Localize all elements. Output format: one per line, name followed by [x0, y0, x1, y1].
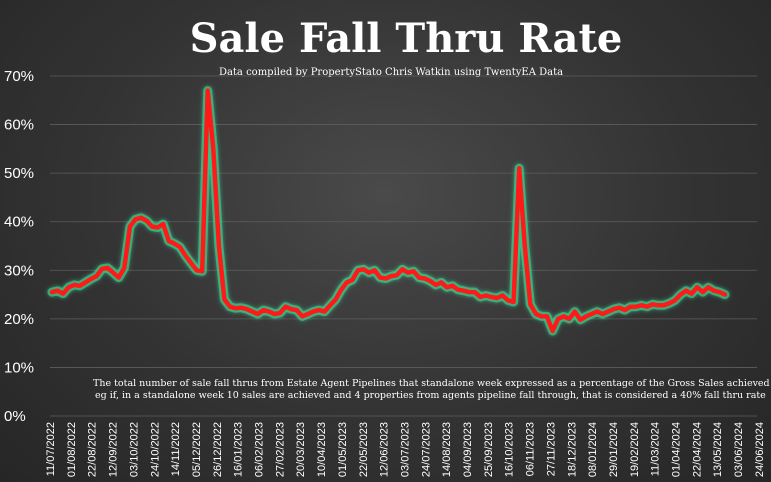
x-tick-label: 06/11/2023: [525, 422, 537, 476]
y-tick-label: 50%: [4, 165, 34, 182]
x-tick-label: 10/04/2023: [316, 422, 328, 477]
x-tick-label: 16/10/2023: [504, 422, 516, 477]
x-tick-label: 11/03/2024: [650, 422, 662, 476]
y-tick-label: 70%: [4, 68, 34, 85]
y-axis: 0% 10% 20% 30% 40% 50% 60% 70%: [4, 68, 34, 425]
x-tick-label: 12/09/2022: [108, 422, 120, 477]
series-glow: [47, 86, 730, 336]
note-line-2: eg if, in a standalone week 10 sales are…: [95, 390, 766, 401]
x-tick-label: 29/01/2024: [608, 422, 620, 477]
x-tick-label: 24/06/2024: [754, 422, 766, 477]
x-tick-label: 08/01/2024: [587, 422, 599, 477]
series-path: [49, 88, 728, 334]
x-tick-label: 18/12/2023: [566, 422, 578, 477]
x-tick-label: 03/07/2023: [399, 422, 411, 477]
x-tick-label: 03/06/2024: [733, 422, 745, 477]
y-tick-label: 60%: [4, 117, 34, 134]
x-tick-label: 24/07/2023: [420, 422, 432, 477]
y-tick-label: 0%: [4, 408, 26, 425]
y-tick-label: 30%: [4, 262, 34, 279]
y-tick-label: 20%: [4, 311, 34, 328]
x-tick-label: 06/02/2023: [254, 422, 266, 477]
x-tick-label: 22/04/2024: [691, 422, 703, 477]
x-axis: 11/07/2022 01/08/2022 22/08/2022 12/09/2022…: [45, 422, 766, 477]
x-tick-label: 14/11/2022: [170, 422, 182, 476]
x-tick-label: 01/04/2024: [671, 422, 683, 477]
chart-note: The total number of sale fall thrus from…: [93, 378, 771, 401]
y-tick-label: 40%: [4, 214, 34, 231]
x-tick-label: 24/10/2022: [149, 422, 161, 477]
x-tick-label: 01/05/2023: [337, 422, 349, 477]
x-tick-label: 27/11/2023: [545, 422, 557, 476]
x-tick-label: 27/02/2023: [274, 422, 286, 477]
x-tick-label: 19/02/2024: [629, 422, 641, 477]
x-tick-label: 26/12/2022: [212, 422, 224, 477]
x-tick-label: 03/10/2022: [128, 422, 140, 477]
y-tick-label: 10%: [4, 359, 34, 376]
x-tick-label: 05/12/2022: [191, 422, 203, 477]
x-tick-label: 22/05/2023: [358, 422, 370, 477]
x-tick-label: 12/06/2023: [379, 422, 391, 477]
note-line-1: The total number of sale fall thrus from…: [93, 378, 771, 389]
x-tick-label: 13/05/2024: [712, 422, 724, 477]
x-tick-label: 04/09/2023: [462, 422, 474, 477]
series-line: [47, 86, 730, 336]
gridlines: [50, 75, 757, 417]
x-tick-label: 11/07/2022: [45, 422, 57, 476]
chart-subtitle: Data compiled by PropertyStato Chris Wat…: [219, 67, 563, 78]
x-tick-label: 25/09/2023: [483, 422, 495, 477]
x-tick-label: 20/03/2023: [295, 422, 307, 477]
x-tick-label: 14/08/2023: [441, 422, 453, 477]
x-tick-label: 01/08/2022: [66, 422, 78, 477]
x-tick-label: 22/08/2022: [87, 422, 99, 477]
chart-title: Sale Fall Thru Rate: [190, 15, 623, 62]
x-tick-label: 16/01/2023: [233, 422, 245, 477]
